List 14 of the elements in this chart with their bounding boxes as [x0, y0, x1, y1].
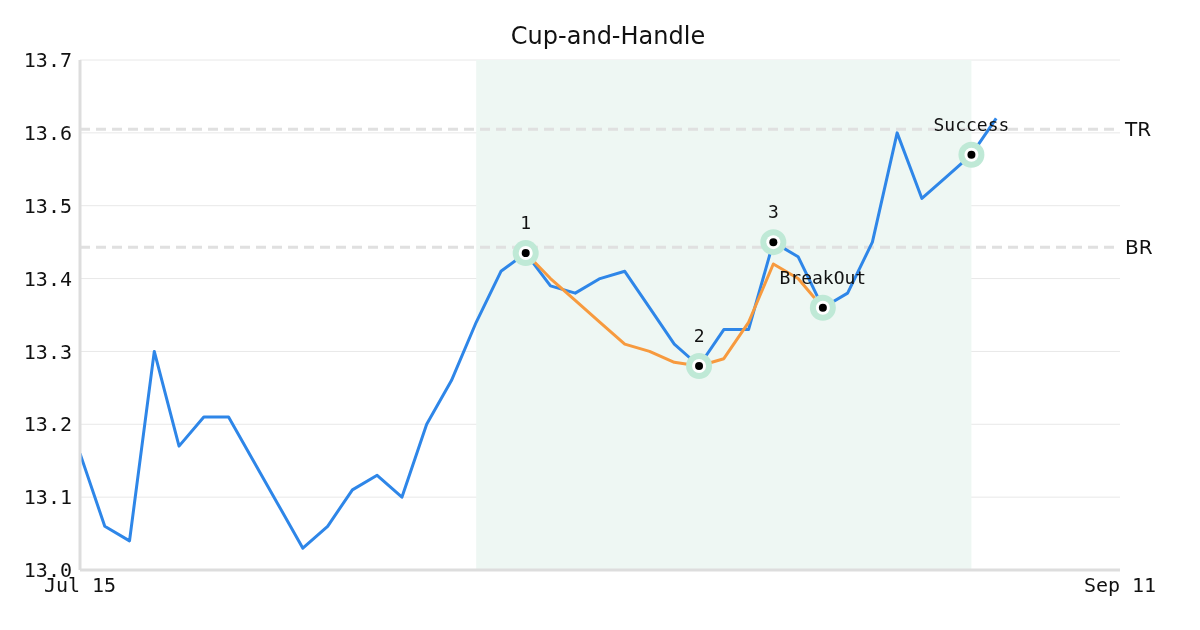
annotation: 3 [767, 201, 779, 223]
x-tick-label: Sep 11 [1083, 573, 1157, 598]
y-tick-label: 13.1 [23, 485, 72, 510]
annotation: 1 [520, 212, 532, 234]
y-tick-label: 13.7 [23, 48, 72, 73]
y-tick-label: 13.6 [23, 120, 72, 145]
y-tick-label: 13.2 [23, 412, 72, 437]
ref-line-label: BR [1125, 235, 1153, 260]
ref-line-label: TR [1124, 117, 1152, 142]
y-tick-label: 13.3 [23, 339, 72, 364]
annotation: 2 [693, 325, 705, 346]
y-tick-label: 13.5 [23, 193, 72, 218]
y-tick-label: 13.4 [23, 266, 72, 291]
chart-title: Cup-and-Handle [509, 22, 707, 50]
